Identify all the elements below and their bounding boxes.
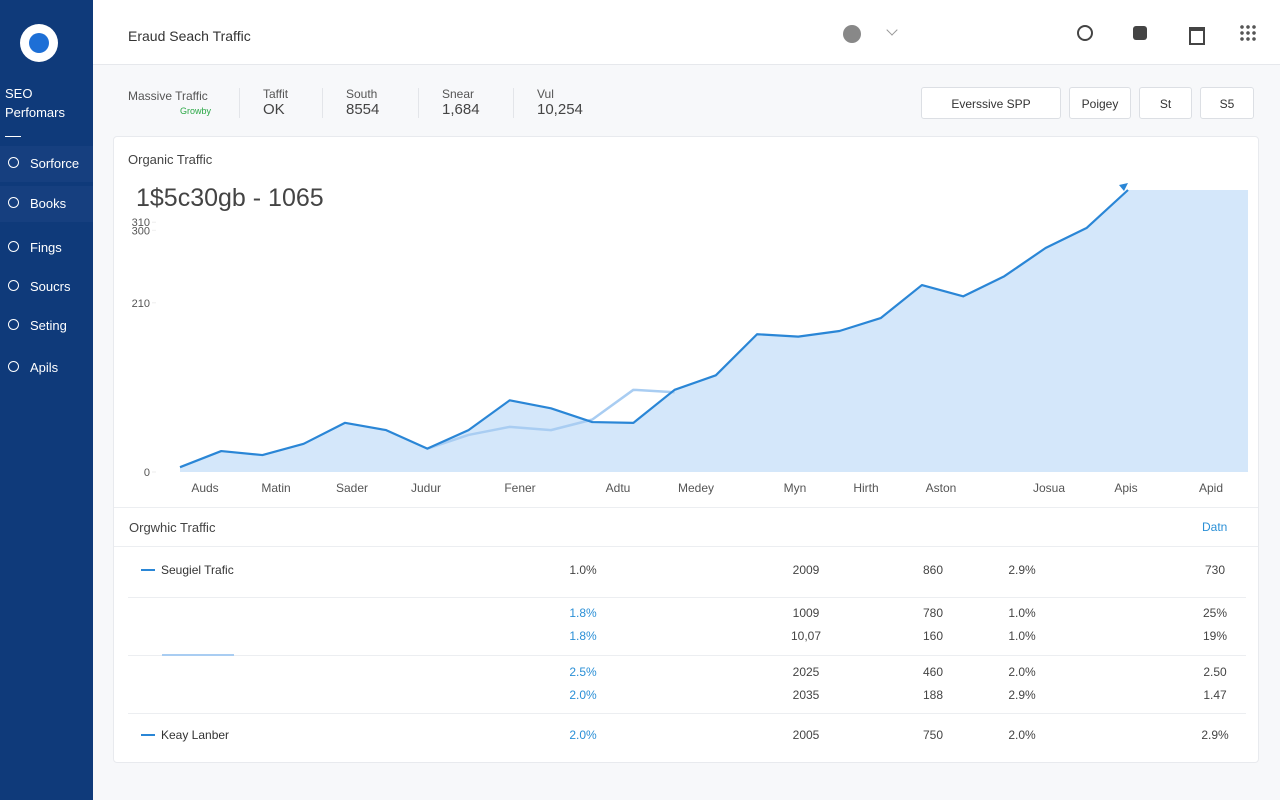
table-cell: 2025 [792, 665, 820, 679]
table-cell: 25% [1202, 606, 1228, 620]
row-marker [141, 569, 155, 571]
table-cell: 730 [1204, 563, 1226, 577]
filter-button[interactable]: Everssive SPP [921, 87, 1061, 119]
shield-icon[interactable] [1133, 26, 1147, 40]
stat-value: 1,684 [442, 101, 480, 118]
row-divider [128, 597, 1246, 598]
table-cell: 1.8% [569, 606, 597, 620]
x-tick-label: Adtu [606, 481, 631, 495]
date-dropdown[interactable]: Datn [1202, 520, 1228, 534]
table-cell: 1009 [792, 606, 820, 620]
x-tick-label: Josua [1033, 481, 1065, 495]
table-cell: 1.0% [569, 563, 597, 577]
top-bar: Eraud Seach Traffic [93, 0, 1280, 65]
filter-button[interactable]: St [1139, 87, 1192, 119]
table-cell: 10,07 [790, 629, 822, 643]
divider [322, 88, 323, 118]
stat-value: 8554 [346, 101, 380, 118]
divider [418, 88, 419, 118]
table-cell: 1.8% [569, 629, 597, 643]
table-cell: 2.9% [1201, 728, 1229, 742]
x-tick-label: Apid [1199, 481, 1223, 495]
table-cell: 1.0% [1008, 606, 1036, 620]
x-tick-label: Matin [261, 481, 290, 495]
table-cell: 2.5% [569, 665, 597, 679]
table-cell: 460 [922, 665, 944, 679]
y-tick-label: 0 [144, 467, 150, 479]
nav-item[interactable]: Books [0, 186, 93, 222]
divider [513, 88, 514, 118]
stat-label: Snear [442, 87, 475, 101]
y-tick-label: 210 [132, 298, 150, 310]
table-cell: 160 [922, 629, 944, 643]
nav-item[interactable]: Sorforce [0, 146, 93, 182]
table-cell: 2.9% [1008, 688, 1036, 702]
arrow-head [1119, 183, 1128, 191]
divider [239, 88, 240, 118]
x-tick-label: Fener [504, 481, 535, 495]
table-cell: 2.0% [569, 728, 597, 742]
brand: SEO Perfomars [5, 86, 65, 120]
table-cell: 860 [922, 563, 944, 577]
line-series [179, 189, 1129, 469]
stat-label: Vul [537, 87, 554, 101]
status-icon[interactable] [843, 25, 861, 43]
table-cell: 2009 [792, 563, 820, 577]
stat-value: OK [263, 101, 285, 118]
table-cell: 780 [922, 606, 944, 620]
sidebar: SEO Perfomars Sorforce Books Fings Soucrs Se… [0, 0, 93, 800]
x-tick-label: Myn [784, 481, 807, 495]
table-cell: 2.0% [1008, 665, 1036, 679]
x-tick-label: Apis [1114, 481, 1137, 495]
row-marker [141, 734, 155, 736]
table-cell: 2005 [792, 728, 820, 742]
row-accent [162, 654, 234, 656]
x-tick-label: Hirth [853, 481, 878, 495]
table-cell: 2.50 [1203, 665, 1227, 679]
filter-button[interactable]: Poigey [1069, 87, 1131, 119]
row-label: Seugiel Trafic [161, 563, 234, 577]
filter-button[interactable]: S5 [1200, 87, 1254, 119]
stat-label: South [346, 87, 378, 101]
table-cell: 2035 [792, 688, 820, 702]
table-title: Orgwhic Traffic [129, 520, 216, 535]
x-tick-label: Sader [336, 481, 368, 495]
row-divider [128, 713, 1246, 714]
y-tick-label: 310 [132, 217, 150, 229]
page-title: Eraud Seach Traffic [128, 28, 251, 44]
headline: 1$5c30gb - 1065 [136, 184, 324, 212]
x-tick-label: Judur [411, 481, 441, 495]
nav-item[interactable]: Fings [0, 230, 93, 266]
stat-label: Taffit [263, 87, 289, 101]
table-cell: 19% [1202, 629, 1228, 643]
nav-item[interactable]: Apils [0, 350, 93, 386]
card-title: Organic Traffic [128, 152, 213, 167]
table-cell: 188 [922, 688, 944, 702]
x-tick-label: Auds [191, 481, 218, 495]
row-label: Keay Lanber [161, 728, 230, 742]
table-cell: 1.0% [1008, 629, 1036, 643]
x-tick-label: Aston [926, 481, 957, 495]
table-cell: 1.47 [1203, 688, 1227, 702]
y-tick-label: 300 [132, 225, 150, 237]
line-series [426, 388, 675, 450]
table-cell: 750 [922, 728, 944, 742]
x-tick-label: Medey [678, 481, 714, 495]
table-cell: 2.0% [569, 688, 597, 702]
stat-value: 10,254 [537, 101, 583, 118]
home-icon[interactable] [1189, 27, 1205, 45]
table-cell: 2.0% [1008, 728, 1036, 742]
logo [20, 24, 58, 62]
row-divider [128, 655, 1246, 656]
stat-label: Massive Traffic [128, 89, 208, 103]
table-cell: 2.9% [1008, 563, 1036, 577]
apps-icon[interactable] [1239, 24, 1257, 42]
stat-sub: Growby [180, 106, 212, 116]
area [180, 190, 1248, 472]
nav-item[interactable]: Soucrs [0, 269, 93, 305]
search-icon[interactable] [1077, 25, 1093, 41]
nav-item[interactable]: Seting [0, 308, 93, 344]
